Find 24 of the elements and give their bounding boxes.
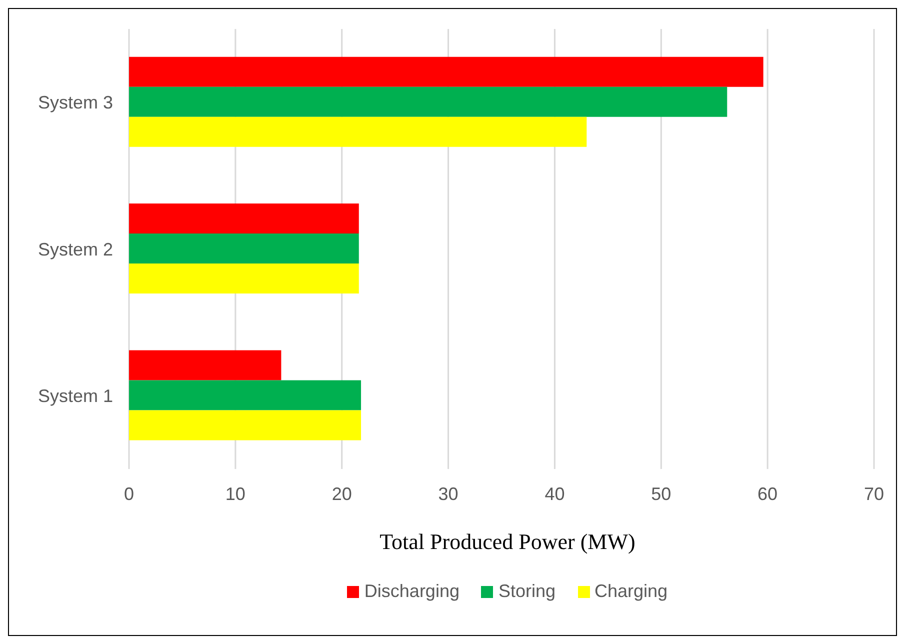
bar xyxy=(129,86,728,117)
y-tick-label: System 2 xyxy=(38,239,113,260)
x-tick-label: 70 xyxy=(864,484,884,504)
y-tick-label: System 1 xyxy=(38,386,113,406)
x-tick-label: 10 xyxy=(225,484,246,504)
y-tick-label: System 3 xyxy=(38,92,113,113)
x-tick-label: 50 xyxy=(651,484,672,504)
x-tick-label: 30 xyxy=(438,484,458,504)
bar xyxy=(129,204,359,234)
bar xyxy=(129,410,362,440)
x-axis-title: Total Produced Power (MW) xyxy=(378,529,636,555)
bar xyxy=(129,264,359,294)
x-tick-label: 20 xyxy=(332,484,352,504)
bar xyxy=(129,380,362,410)
bar xyxy=(129,350,282,380)
legend-label: Storing xyxy=(497,581,556,602)
legend-label: Charging xyxy=(594,581,668,602)
bar xyxy=(129,56,764,87)
bar xyxy=(129,116,587,147)
x-tick-label: 40 xyxy=(544,484,565,504)
x-tick-label: 60 xyxy=(758,484,778,504)
x-tick-label: 0 xyxy=(124,484,134,504)
legend-label: Discharging xyxy=(363,581,460,602)
bar xyxy=(129,234,359,264)
